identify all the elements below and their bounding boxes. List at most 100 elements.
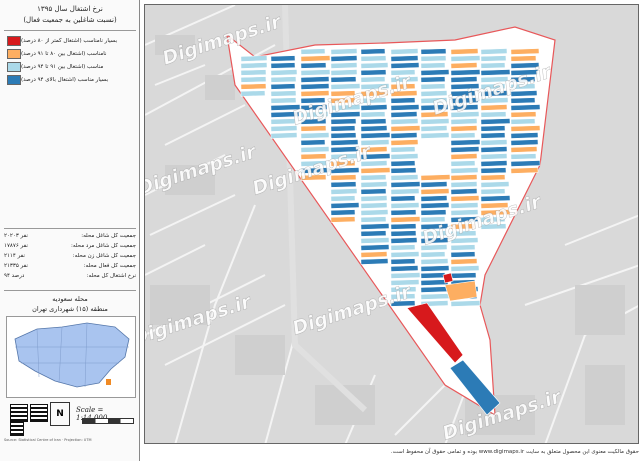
census-block bbox=[450, 272, 477, 279]
census-block bbox=[270, 111, 300, 118]
stat-row: ۲۱۱۴ نفر جمعیت کل شاغل زن محله: bbox=[4, 253, 136, 263]
census-block bbox=[270, 76, 297, 83]
census-block bbox=[450, 188, 478, 195]
census-block bbox=[450, 76, 478, 83]
stat-value: ۲۱۳۳۵ نفر bbox=[4, 263, 28, 269]
census-block bbox=[270, 62, 296, 69]
census-block bbox=[390, 181, 421, 188]
census-block bbox=[360, 139, 390, 146]
census-block bbox=[300, 90, 330, 97]
census-block bbox=[420, 97, 448, 104]
census-block bbox=[330, 55, 358, 62]
census-block bbox=[330, 146, 359, 153]
census-block bbox=[390, 265, 419, 272]
census-block bbox=[420, 251, 446, 258]
census-block bbox=[360, 132, 391, 139]
census-block bbox=[420, 279, 449, 286]
census-block bbox=[360, 125, 388, 132]
census-block bbox=[360, 90, 389, 97]
census-block bbox=[270, 69, 298, 76]
census-block bbox=[240, 83, 267, 90]
stat-label: جمعیت کل فعال محله: bbox=[83, 263, 136, 269]
census-block bbox=[420, 188, 450, 195]
census-block bbox=[480, 153, 508, 160]
census-block bbox=[300, 146, 330, 153]
census-block bbox=[360, 118, 387, 125]
census-block bbox=[240, 90, 266, 97]
census-block bbox=[330, 48, 358, 55]
census-block bbox=[390, 90, 418, 97]
stat-value: ۲۱۱۴ نفر bbox=[4, 253, 25, 259]
region-title: محله سعودیه منطقه (۱۵) شهرداری تهران bbox=[4, 290, 136, 314]
census-block bbox=[450, 237, 479, 244]
qr-code-icon bbox=[30, 404, 48, 422]
scale-bar bbox=[82, 418, 134, 424]
legend-swatch bbox=[7, 35, 21, 46]
census-block bbox=[270, 90, 297, 97]
census-block bbox=[480, 83, 506, 90]
census-block bbox=[420, 83, 446, 90]
census-block-very-poor bbox=[406, 302, 464, 364]
tehran-outline bbox=[14, 322, 130, 388]
census-block bbox=[390, 160, 416, 167]
census-block bbox=[450, 251, 476, 258]
census-block bbox=[390, 62, 420, 69]
district-name: منطقه (۱۵) شهرداری تهران bbox=[32, 305, 108, 313]
census-block bbox=[420, 174, 451, 181]
census-block bbox=[300, 55, 331, 62]
census-block bbox=[330, 125, 356, 132]
census-block bbox=[360, 104, 388, 111]
census-block bbox=[480, 97, 509, 104]
census-block bbox=[390, 279, 420, 286]
main-map[interactable]: Digimaps.ir Digimaps.ir Digimaps.ir Digimap… bbox=[144, 4, 639, 444]
census-block bbox=[360, 83, 390, 90]
census-block bbox=[300, 111, 329, 118]
census-block bbox=[360, 202, 388, 209]
stat-label: نرخ اشتغال کل محله: bbox=[86, 273, 136, 279]
stat-label: جمعیت کل شاغل زن محله: bbox=[72, 253, 136, 259]
census-block bbox=[300, 160, 329, 167]
census-block bbox=[480, 195, 511, 202]
census-block bbox=[360, 146, 388, 153]
census-blocks bbox=[240, 48, 541, 416]
census-block bbox=[390, 153, 419, 160]
census-block bbox=[510, 118, 536, 125]
census-block bbox=[450, 48, 479, 55]
map-title-line2: (نسبت شاغلین به جمعیت فعال) bbox=[23, 16, 117, 24]
census-block bbox=[450, 132, 476, 139]
census-block bbox=[360, 153, 391, 160]
census-block bbox=[360, 111, 386, 118]
census-block bbox=[480, 104, 508, 111]
census-block bbox=[510, 111, 537, 118]
census-block bbox=[450, 104, 479, 111]
census-block bbox=[420, 90, 448, 97]
census-block bbox=[450, 55, 481, 62]
census-block bbox=[480, 118, 511, 125]
neighborhood-name: محله سعودیه bbox=[52, 295, 88, 303]
census-block bbox=[360, 174, 387, 181]
census-block bbox=[510, 104, 541, 111]
legend-item-very-poor: بسیار نامناسب (اشتغال کمتر از ۸۰ درصد) bbox=[4, 34, 136, 47]
census-block bbox=[510, 125, 541, 132]
census-block bbox=[390, 209, 417, 216]
census-block bbox=[240, 69, 267, 76]
census-block bbox=[450, 258, 478, 265]
census-block bbox=[360, 167, 391, 174]
census-block bbox=[390, 174, 419, 181]
legend-label: نامناسب (اشتغال بین ۸۰ تا ۹۱ درصد) bbox=[21, 50, 107, 57]
census-block bbox=[420, 48, 447, 55]
census-block bbox=[390, 146, 416, 153]
census-block bbox=[510, 167, 539, 174]
census-block bbox=[360, 160, 388, 167]
census-block bbox=[450, 139, 481, 146]
census-block bbox=[450, 223, 476, 230]
neighborhood-highlight bbox=[106, 379, 111, 385]
census-block bbox=[420, 265, 450, 272]
census-block bbox=[270, 83, 296, 90]
census-block bbox=[270, 132, 298, 139]
census-block bbox=[450, 97, 479, 104]
census-block bbox=[450, 125, 478, 132]
census-block bbox=[330, 216, 356, 223]
census-block bbox=[390, 132, 418, 139]
